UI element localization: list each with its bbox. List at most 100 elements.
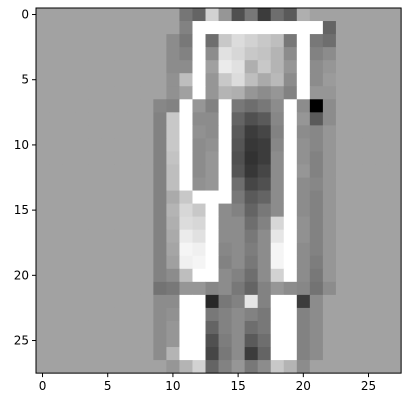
heatmap-cell	[127, 47, 141, 61]
heatmap-cell	[75, 164, 89, 178]
heatmap-cell	[166, 86, 180, 100]
heatmap-cell	[49, 86, 63, 100]
heatmap-cell	[114, 307, 128, 322]
heatmap-cell	[153, 360, 167, 374]
heatmap-cell	[388, 177, 402, 191]
heatmap-cell	[88, 8, 102, 22]
heatmap-cell	[127, 138, 141, 152]
heatmap-cell	[179, 99, 193, 113]
heatmap-cell	[192, 294, 206, 309]
heatmap-cell	[362, 34, 376, 48]
heatmap-cell	[49, 73, 63, 87]
heatmap-cell	[335, 86, 350, 100]
heatmap-cell	[218, 255, 232, 270]
heatmap-cell	[348, 203, 363, 218]
heatmap-cell	[205, 138, 219, 152]
x-tick-label: 15	[230, 379, 245, 393]
heatmap-cell	[362, 125, 376, 139]
heatmap-cell	[362, 242, 376, 257]
heatmap-cell	[218, 112, 232, 126]
heatmap-cell	[140, 190, 154, 204]
heatmap-cell	[283, 268, 298, 283]
heatmap-cell	[49, 177, 63, 191]
heatmap-cell	[62, 242, 76, 257]
heatmap-cell	[283, 281, 298, 296]
heatmap-cell	[101, 229, 115, 244]
heatmap-cell	[62, 21, 76, 35]
heatmap-cell	[388, 294, 402, 309]
heatmap-cell	[88, 347, 102, 361]
heatmap-cell	[322, 34, 337, 48]
heatmap-cell	[244, 21, 259, 35]
heatmap-cell	[362, 138, 376, 152]
heatmap-cell	[192, 151, 206, 165]
heatmap-cell	[62, 334, 76, 348]
heatmap-cell	[231, 138, 246, 152]
heatmap-cell	[36, 86, 50, 100]
y-tick-label: 0	[21, 8, 29, 22]
heatmap-cell	[140, 347, 154, 361]
heatmap-cell	[140, 47, 154, 61]
heatmap-cell	[348, 60, 363, 74]
heatmap-cell	[179, 281, 193, 296]
heatmap-cell	[270, 307, 285, 322]
heatmap-cell	[335, 268, 350, 283]
heatmap-cell	[192, 255, 206, 270]
heatmap-cell	[49, 164, 63, 178]
heatmap-cell	[179, 334, 193, 348]
heatmap-cell	[348, 281, 363, 296]
heatmap-cell	[244, 347, 259, 361]
heatmap-cell	[88, 281, 102, 296]
heatmap-cell	[257, 242, 272, 257]
heatmap-cell	[62, 99, 76, 113]
heatmap-cell	[153, 125, 167, 139]
heatmap-cell	[283, 216, 298, 231]
heatmap-cell	[244, 34, 259, 48]
heatmap-cell	[375, 242, 389, 257]
heatmap-cell	[101, 294, 115, 309]
heatmap-cell	[322, 86, 337, 100]
heatmap-cell	[114, 360, 128, 374]
heatmap-cell	[362, 360, 376, 374]
heatmap-cell	[257, 112, 272, 126]
heatmap-cell	[270, 242, 285, 257]
heatmap-cell	[218, 347, 232, 361]
heatmap-cell	[179, 34, 193, 48]
heatmap-cell	[62, 125, 76, 139]
heatmap-cell	[362, 268, 376, 283]
heatmap-cell	[375, 151, 389, 165]
heatmap-cell	[231, 8, 246, 22]
heatmap-cell	[114, 203, 128, 218]
heatmap-cell	[270, 125, 285, 139]
heatmap-cell	[296, 99, 311, 113]
heatmap-cell	[140, 125, 154, 139]
heatmap-cell	[283, 73, 298, 87]
heatmap-cell	[231, 47, 246, 61]
heatmap-cell	[140, 320, 154, 335]
heatmap-cell	[179, 203, 193, 218]
heatmap-cell	[205, 151, 219, 165]
heatmap-cell	[244, 47, 259, 61]
heatmap-cell	[270, 34, 285, 48]
heatmap-cell	[36, 268, 50, 283]
heatmap-cell	[218, 281, 232, 296]
heatmap-cell	[205, 229, 219, 244]
heatmap-cell	[192, 229, 206, 244]
heatmap-cell	[375, 229, 389, 244]
heatmap-cell	[36, 164, 50, 178]
heatmap-cell	[335, 34, 350, 48]
heatmap-cell	[49, 151, 63, 165]
heatmap-cell	[231, 360, 246, 374]
heatmap-cell	[49, 281, 63, 296]
heatmap-cell	[296, 47, 311, 61]
heatmap-cell	[322, 242, 337, 257]
y-tick-label: 20	[14, 268, 29, 282]
heatmap-cell	[62, 112, 76, 126]
heatmap-cell	[375, 86, 389, 100]
heatmap-cell	[101, 320, 115, 335]
heatmap-cell	[153, 307, 167, 322]
heatmap-cell	[296, 21, 311, 35]
heatmap-cell	[140, 360, 154, 374]
heatmap-cell	[283, 229, 298, 244]
heatmap-cell	[388, 320, 402, 335]
